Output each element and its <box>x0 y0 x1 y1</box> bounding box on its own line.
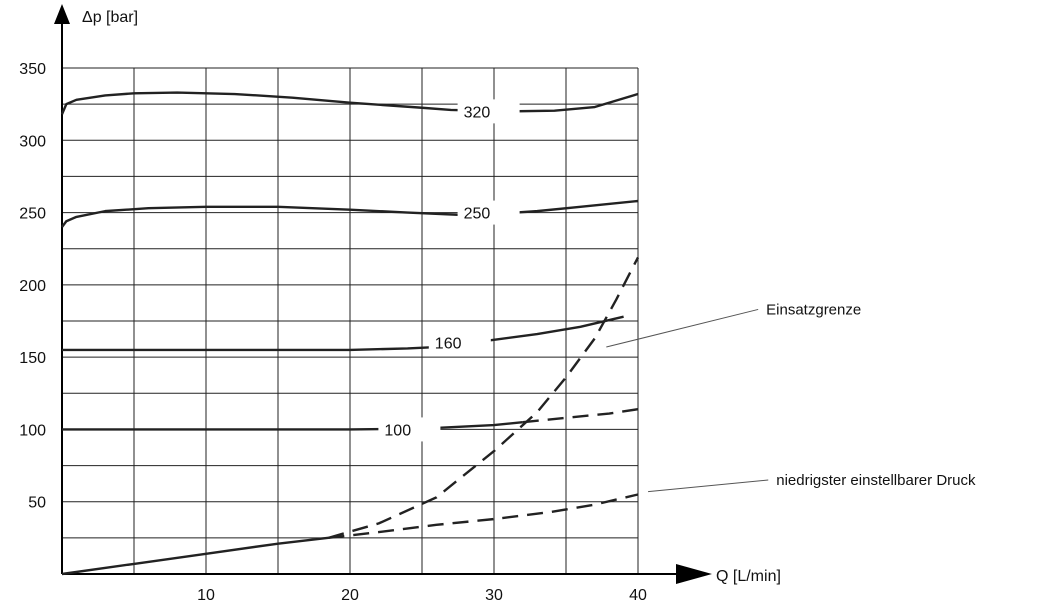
series-line-solid-5 <box>61 536 329 576</box>
x-tick-label: 10 <box>197 587 215 604</box>
curve-label-320: 320 <box>464 104 491 121</box>
curve-label-100: 100 <box>384 422 411 439</box>
x-tick-label: 20 <box>341 587 359 604</box>
y-axis-label: Δp [bar] <box>82 9 138 26</box>
series-line-320 <box>60 91 639 115</box>
x-axis-label: Q [L/min] <box>716 568 781 585</box>
y-tick-label: 50 <box>28 495 46 512</box>
curve-label-160: 160 <box>435 336 462 353</box>
grid <box>62 67 639 574</box>
y-tick-label: 150 <box>19 350 46 367</box>
series-line-160 <box>62 315 624 352</box>
series-line-dashed-4 <box>522 408 639 424</box>
series-line-dashed-6 <box>328 493 639 540</box>
y-tick-label: 100 <box>19 422 46 439</box>
curve-label-gap <box>457 99 520 124</box>
annotation-leader-line <box>606 308 759 348</box>
annotations: Einsatzgrenze niedrigster einstellbarer D… <box>606 301 976 493</box>
x-tick-label: 30 <box>485 587 503 604</box>
curve-label-250: 250 <box>464 206 491 223</box>
x-axis-arrow-icon <box>676 564 712 584</box>
curve-label-gap <box>457 200 520 225</box>
curve-label-gap <box>378 417 441 442</box>
series-line-dashed-7 <box>328 256 640 540</box>
y-axis-arrow-icon <box>54 4 70 24</box>
y-tick-label: 250 <box>19 206 46 223</box>
tick-labels: 50 100 150 200 250 300 350 10 20 30 40 <box>19 61 647 604</box>
series-line-250 <box>61 199 639 228</box>
y-tick-label: 350 <box>19 61 46 78</box>
x-tick-label: 40 <box>629 587 647 604</box>
curve-label-gap <box>428 330 491 355</box>
y-tick-label: 300 <box>19 133 46 150</box>
annotation-1: niedrigster einstellbarer Druck <box>776 472 976 489</box>
curve-labels: 320 250 160 100 <box>378 99 520 442</box>
axes <box>54 4 712 584</box>
y-tick-label: 200 <box>19 278 46 295</box>
annotation-leader-line <box>648 479 769 493</box>
annotation-0: Einsatzgrenze <box>766 301 861 318</box>
series-line-100 <box>62 421 523 431</box>
